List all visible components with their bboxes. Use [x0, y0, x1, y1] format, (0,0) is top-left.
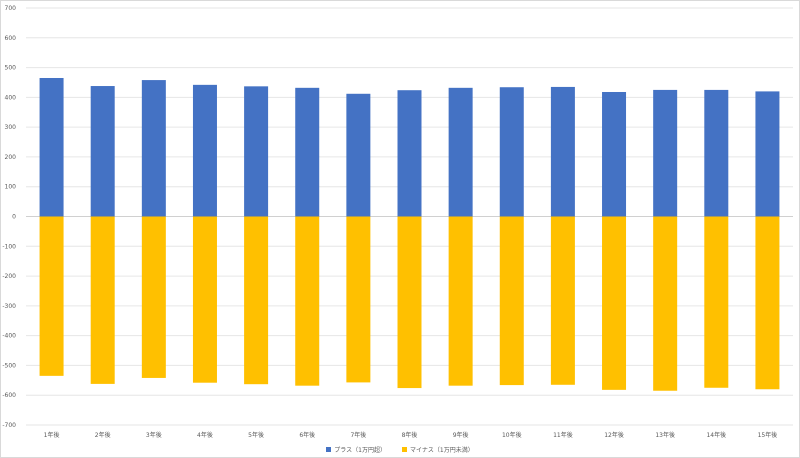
- y-tick-label: 100: [5, 184, 17, 191]
- bar-minus: [90, 216, 115, 384]
- bar-minus: [550, 216, 575, 385]
- bar-minus: [346, 216, 371, 383]
- x-tick-label: 2年後: [95, 431, 111, 439]
- bar-plus: [448, 87, 473, 217]
- legend-label: プラス（1万円超）: [334, 446, 386, 454]
- bar-plus: [653, 89, 678, 217]
- y-tick-label: -700: [2, 422, 16, 429]
- legend-swatch: [326, 446, 332, 452]
- bars: [39, 77, 780, 391]
- bar-minus: [653, 216, 678, 391]
- bar-minus: [141, 216, 166, 378]
- x-tick-label: 9年後: [453, 431, 469, 439]
- bar-minus: [602, 216, 627, 390]
- bar-plus: [397, 90, 422, 217]
- bar-plus: [346, 93, 371, 217]
- bar-plus: [39, 77, 64, 217]
- y-tick-label: -500: [2, 362, 16, 369]
- bar-plus: [499, 87, 524, 217]
- bar-plus: [90, 86, 115, 217]
- legend-swatch: [402, 446, 407, 452]
- bar-minus: [295, 216, 320, 386]
- x-tick-label: 10年後: [502, 431, 522, 439]
- y-tick-label: -200: [2, 273, 16, 280]
- bar-minus: [39, 216, 64, 376]
- x-tick-label: 14年後: [706, 431, 726, 439]
- bar-minus: [704, 216, 729, 388]
- x-tick-label: 4年後: [197, 431, 213, 439]
- x-tick-label: 3年後: [146, 431, 162, 439]
- y-tick-label: -100: [2, 243, 16, 250]
- bar-plus: [704, 89, 729, 217]
- bar-minus: [448, 216, 473, 386]
- y-axis-ticks: 700 600 500 400 300 200 100 0 -100 -200 -300 -400 -5…: [2, 5, 16, 429]
- bar-minus: [192, 216, 217, 383]
- bar-minus: [755, 216, 780, 390]
- stacked-bar-chart: 700 600 500 400 300 200 100 0 -100 -200 -300 -400 -5…: [2, 5, 793, 439]
- bar-minus: [244, 216, 269, 385]
- y-tick-label: 600: [5, 35, 17, 42]
- legend-label: マイナス（1万円未満）: [410, 446, 474, 454]
- y-tick-label: 200: [5, 154, 17, 161]
- bar-plus: [244, 86, 269, 217]
- x-tick-label: 6年後: [299, 431, 315, 439]
- y-tick-label: -300: [2, 303, 16, 310]
- x-tick-label: 5年後: [248, 431, 264, 439]
- bar-minus: [499, 216, 524, 386]
- legend: プラス（1万円超） マイナス（1万円未満）: [1, 443, 799, 455]
- x-tick-label: 13年後: [655, 431, 675, 439]
- bar-plus: [755, 91, 780, 217]
- x-tick-label: 11年後: [553, 431, 573, 439]
- x-tick-label: 12年後: [604, 431, 624, 439]
- x-tick-label: 7年後: [350, 431, 366, 439]
- bar-plus: [295, 87, 320, 217]
- bar-plus: [550, 86, 575, 217]
- legend-item: マイナス（1万円未満）: [402, 445, 474, 454]
- legend-item: プラス（1万円超）: [326, 445, 386, 454]
- x-tick-label: 15年後: [758, 431, 778, 439]
- bar-plus: [141, 80, 166, 217]
- y-tick-label: 500: [5, 65, 17, 72]
- y-tick-label: -600: [2, 392, 16, 399]
- y-tick-label: -400: [2, 333, 16, 340]
- bar-plus: [602, 91, 627, 217]
- y-tick-label: 300: [5, 124, 17, 131]
- x-tick-label: 8年後: [402, 431, 418, 439]
- y-tick-label: 0: [12, 214, 16, 221]
- x-tick-label: 1年後: [44, 431, 60, 439]
- y-tick-label: 700: [5, 5, 17, 12]
- bar-minus: [397, 216, 422, 389]
- y-tick-label: 400: [5, 94, 17, 101]
- bar-plus: [192, 84, 217, 217]
- x-axis-ticks: 1年後 2年後 3年後 4年後 5年後 6年後 7年後 8年後 9年後 10年後 11年後 12年後 1…: [44, 431, 778, 439]
